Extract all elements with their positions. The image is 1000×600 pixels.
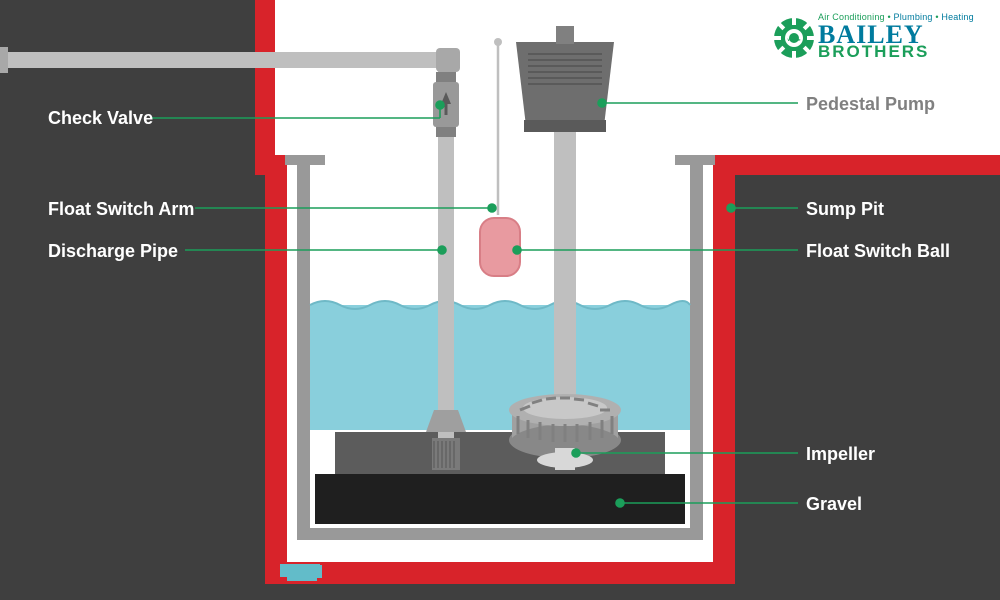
label-float-switch-arm: Float Switch Arm xyxy=(48,199,194,220)
svg-text:We are: We are xyxy=(787,37,801,42)
label-float-switch-ball: Float Switch Ball xyxy=(806,241,950,262)
label-impeller: Impeller xyxy=(806,444,875,465)
label-check-valve: Check Valve xyxy=(48,108,153,129)
label-sump-pit: Sump Pit xyxy=(806,199,884,220)
drain-pipe xyxy=(288,565,322,578)
label-pedestal-pump: Pedestal Pump xyxy=(806,94,935,115)
logo-sun-icon: We are xyxy=(772,16,816,60)
label-gravel: Gravel xyxy=(806,494,862,515)
logo-line2: BROTHERS xyxy=(818,42,929,62)
label-discharge-pipe: Discharge Pipe xyxy=(48,241,178,262)
bailey-brothers-logo: We are Air Conditioning • Plumbing • Hea… xyxy=(772,10,982,62)
